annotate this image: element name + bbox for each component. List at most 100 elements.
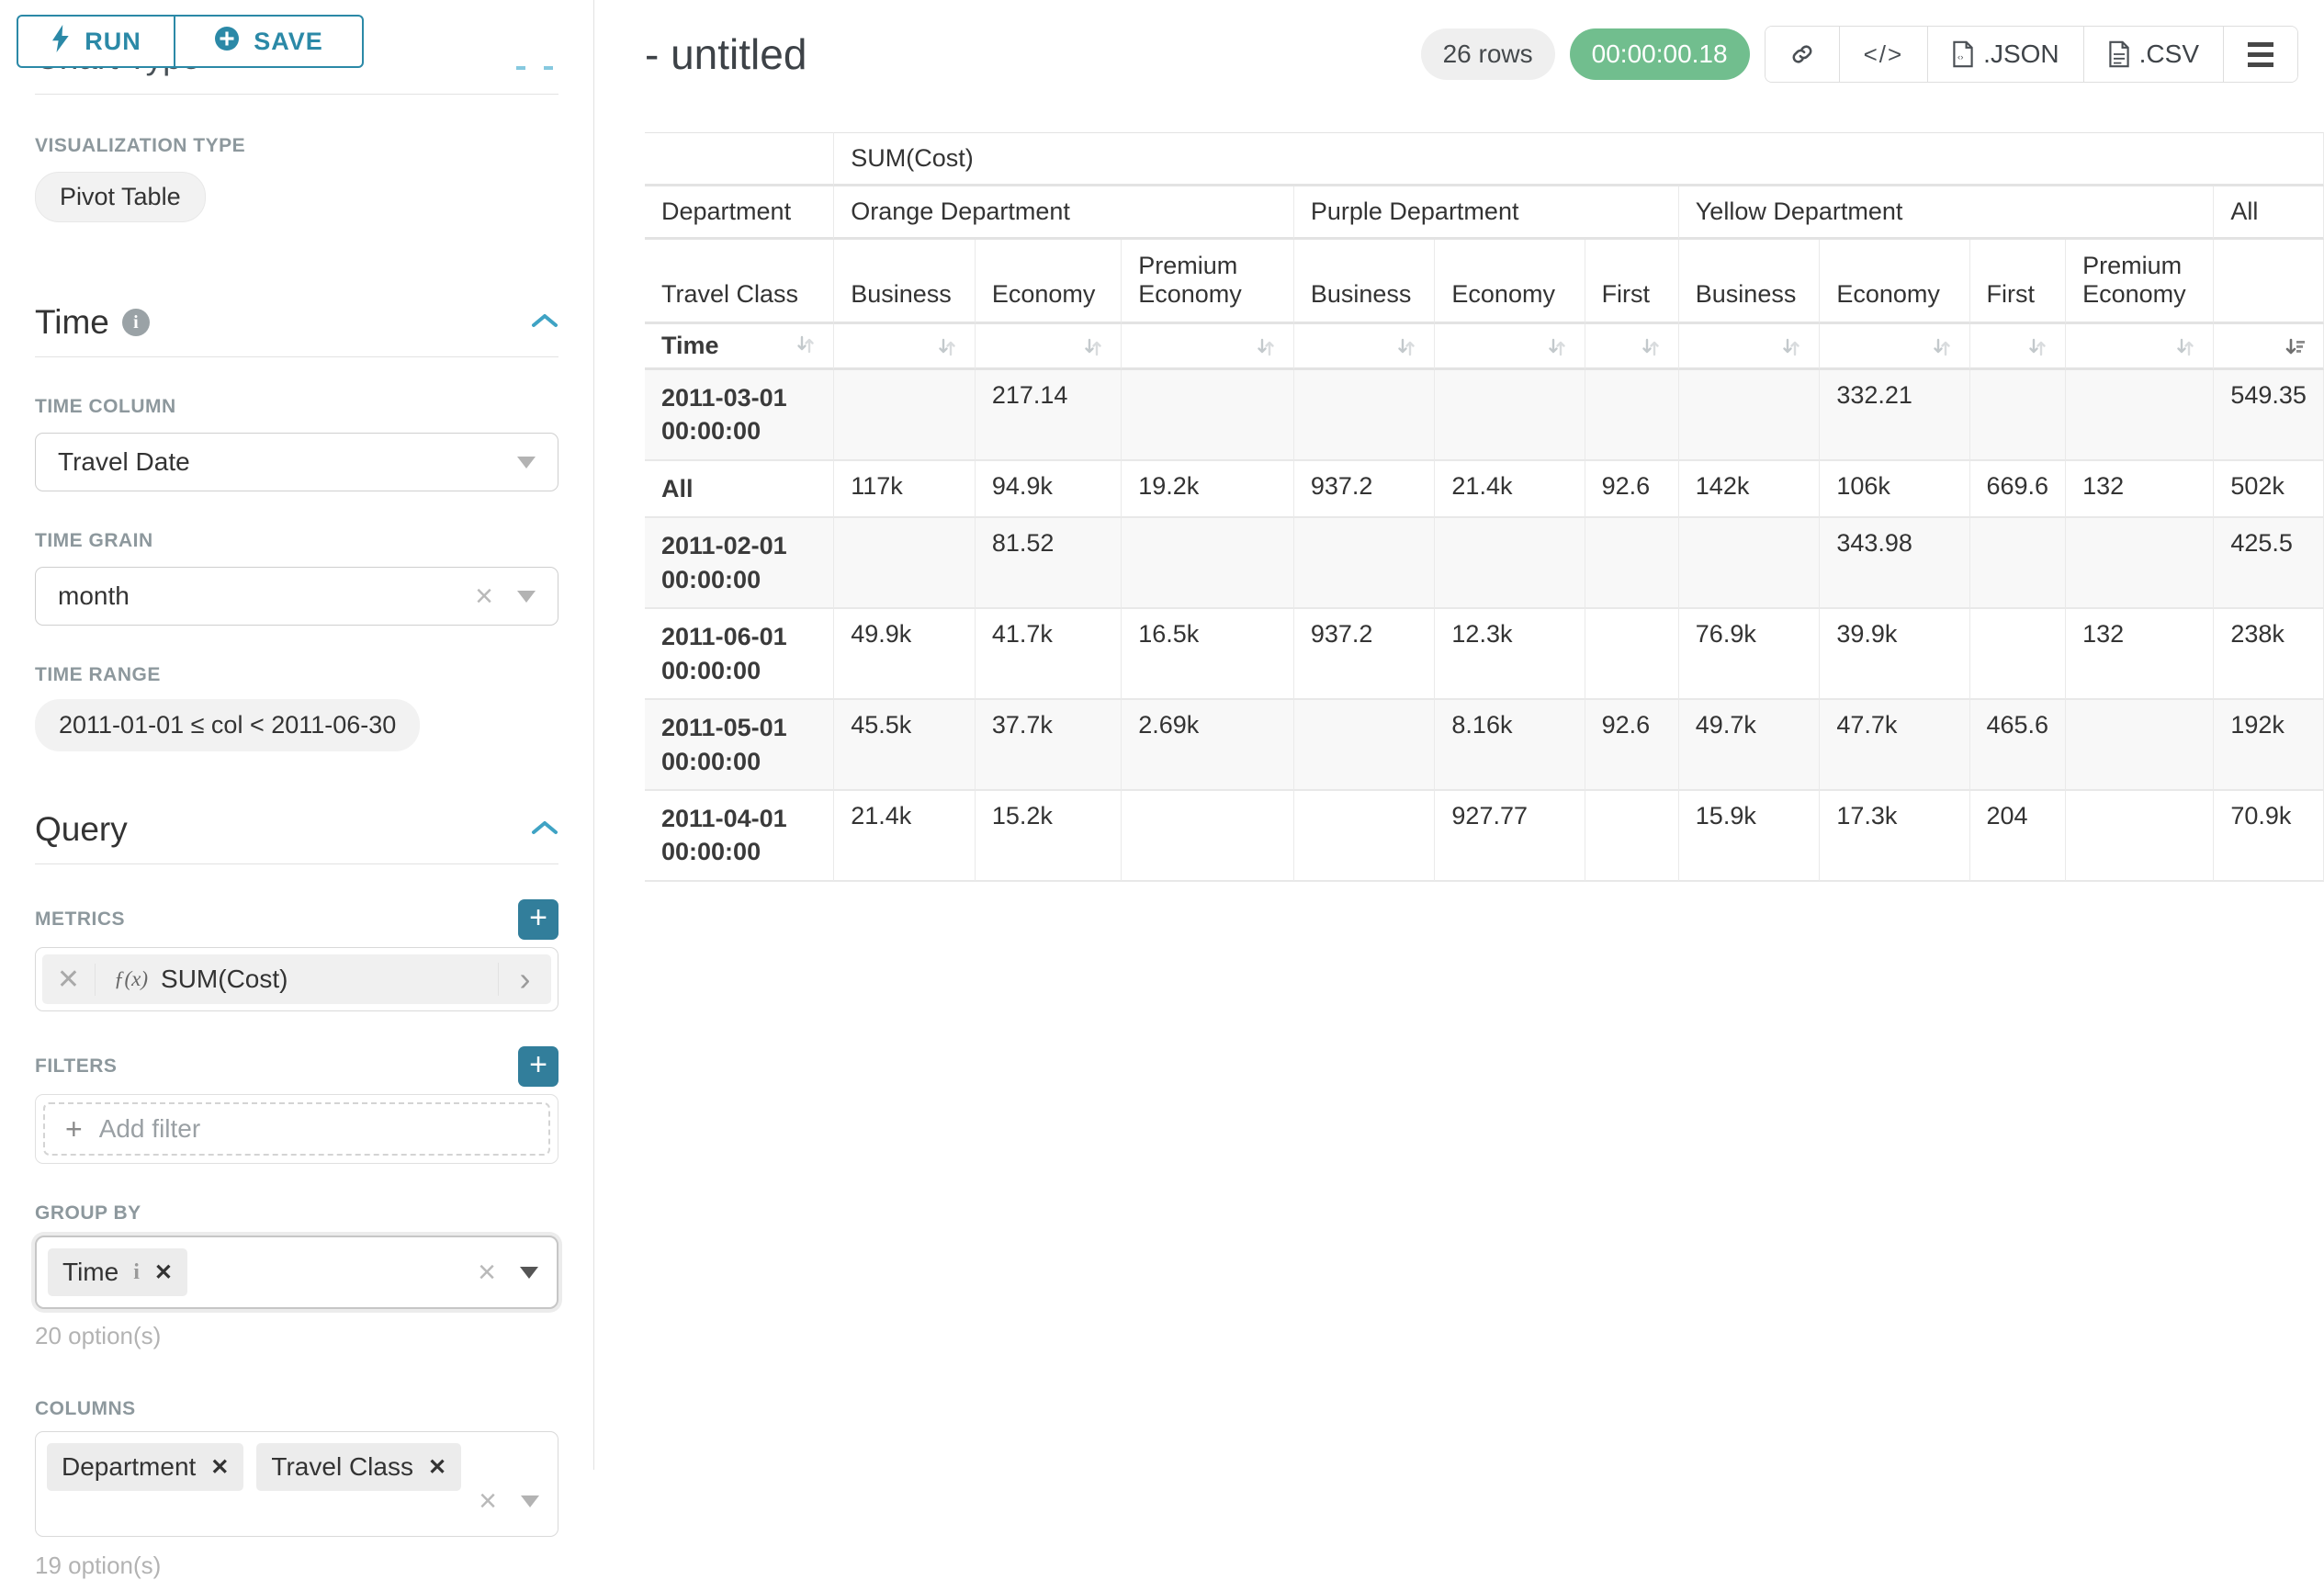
pivot-row-header: All	[645, 460, 835, 519]
metric-chip[interactable]: ✕ ƒ(x) SUM(Cost) ›	[42, 954, 551, 1004]
export-button-group: </> ‹› .JSON .CSV	[1764, 26, 2298, 83]
time-column-select[interactable]: Travel Date	[35, 433, 558, 491]
add-metric-button[interactable]: +	[518, 899, 558, 940]
chevron-up-icon[interactable]	[531, 312, 558, 333]
sort-icon[interactable]	[2026, 336, 2048, 358]
pivot-cell	[2066, 370, 2215, 461]
embed-code-button[interactable]: </>	[1838, 27, 1928, 82]
remove-chip-icon[interactable]: ✕	[210, 1454, 230, 1480]
pivot-row-header: 2011-02-01 00:00:00	[645, 518, 835, 610]
pivot-cell	[834, 370, 976, 461]
pivot-cell	[1293, 518, 1436, 610]
pivot-cell: 76.9k	[1678, 609, 1821, 701]
time-dim-header[interactable]: Time	[645, 324, 835, 370]
time-grain-select[interactable]: month ×	[35, 567, 558, 626]
sort-icon[interactable]	[1546, 336, 1568, 358]
sort-header-cell[interactable]	[2066, 324, 2215, 370]
columns-chip[interactable]: Department ✕	[47, 1443, 244, 1491]
pivot-cell	[2066, 790, 2215, 882]
remove-metric-icon[interactable]: ✕	[42, 963, 96, 996]
sort-header-cell[interactable]	[975, 324, 1123, 370]
sort-icon[interactable]	[936, 336, 958, 358]
chevron-down-icon[interactable]	[521, 1495, 539, 1507]
pivot-cell: 669.6	[1969, 460, 2067, 519]
clear-icon[interactable]: ×	[478, 1255, 496, 1290]
sort-header-cell[interactable]	[1122, 324, 1294, 370]
copy-link-button[interactable]	[1765, 27, 1839, 82]
columns-label: COLUMNS	[35, 1398, 136, 1419]
pivot-row: 2011-04-01 00:00:00 21.4k 15.2k 927.77 15.9k…	[645, 790, 2324, 882]
pivot-cell: 106k	[1820, 460, 1970, 519]
sort-header-cell[interactable]	[1293, 324, 1436, 370]
sort-icon[interactable]	[1640, 336, 1662, 358]
export-json-button[interactable]: ‹› .JSON	[1927, 27, 2083, 82]
pivot-col-header: Economy	[1820, 240, 1970, 324]
sort-icon[interactable]	[1780, 336, 1802, 358]
pivot-cell: 39.9k	[1820, 609, 1970, 701]
pivot-row: 2011-06-01 00:00:00 49.9k 41.7k 16.5k 937.2 1…	[645, 609, 2324, 701]
svg-text:‹›: ‹›	[1957, 52, 1963, 62]
menu-button[interactable]	[2223, 27, 2297, 82]
group-by-options-note: 20 option(s)	[35, 1322, 162, 1349]
sort-desc-active-icon[interactable]	[2285, 336, 2307, 358]
sort-icon[interactable]	[1395, 336, 1417, 358]
pivot-cell	[1122, 790, 1294, 882]
sort-header-cell[interactable]	[1585, 324, 1679, 370]
json-file-icon: ‹›	[1953, 40, 1973, 68]
pivot-cell	[1678, 518, 1821, 610]
chart-type-collapse-hint	[516, 66, 553, 70]
pivot-cell: 465.6	[1969, 700, 2067, 791]
sort-icon[interactable]	[1082, 336, 1104, 358]
chevron-up-icon[interactable]	[531, 819, 558, 841]
pivot-cell: 937.2	[1293, 460, 1436, 519]
visualization-type-value[interactable]: Pivot Table	[35, 172, 206, 222]
sort-header-cell[interactable]	[834, 324, 976, 370]
sort-header-cell[interactable]	[1820, 324, 1970, 370]
columns-chip[interactable]: Travel Class ✕	[256, 1443, 462, 1491]
pivot-cell: 37.7k	[975, 700, 1123, 791]
sort-icon[interactable]	[2174, 336, 2196, 358]
sort-header-cell[interactable]	[2214, 324, 2324, 370]
pivot-cell	[1293, 370, 1436, 461]
pivot-cell: 8.16k	[1435, 700, 1585, 791]
sort-icon[interactable]	[1931, 336, 1953, 358]
pivot-cell	[1585, 609, 1679, 701]
clear-icon[interactable]: ×	[479, 1484, 497, 1518]
pivot-cell: 937.2	[1293, 609, 1436, 701]
filters-label: FILTERS	[35, 1055, 118, 1077]
pivot-cell	[1585, 790, 1679, 882]
pivot-cell: 41.7k	[975, 609, 1123, 701]
sort-icon[interactable]	[1255, 336, 1277, 358]
sort-header-cell[interactable]	[1969, 324, 2067, 370]
pivot-cell	[1969, 518, 2067, 610]
sort-header-cell[interactable]	[1435, 324, 1585, 370]
time-range-label: TIME RANGE	[35, 664, 161, 685]
time-grain-label: TIME GRAIN	[35, 530, 153, 551]
sort-header-cell[interactable]	[1678, 324, 1821, 370]
plus-circle-icon	[214, 26, 240, 58]
pivot-cell: 502k	[2214, 460, 2324, 519]
chevron-down-icon[interactable]	[520, 1266, 538, 1279]
chevron-right-icon[interactable]: ›	[498, 963, 551, 996]
pivot-cell	[1678, 370, 1821, 461]
group-by-label: GROUP BY	[35, 1202, 141, 1224]
export-csv-button[interactable]: .CSV	[2082, 27, 2223, 82]
group-by-select[interactable]: Time i ✕ ×	[35, 1236, 558, 1309]
run-button[interactable]: RUN	[17, 15, 175, 68]
add-filter-plus-button[interactable]: +	[518, 1046, 558, 1087]
pivot-col-header: Business	[834, 240, 976, 324]
group-by-chip[interactable]: Time i ✕	[48, 1248, 187, 1296]
save-button[interactable]: SAVE	[175, 15, 364, 68]
remove-chip-icon[interactable]: ✕	[427, 1454, 447, 1480]
pivot-cell: 192k	[2214, 700, 2324, 791]
columns-select[interactable]: Department ✕ Travel Class ✕ ×	[35, 1431, 558, 1537]
time-range-value[interactable]: 2011-01-01 ≤ col < 2011-06-30	[35, 699, 421, 751]
query-section-header: Query	[35, 810, 558, 849]
add-filter-button[interactable]: + Add filter	[43, 1102, 550, 1156]
clear-icon[interactable]: ×	[475, 579, 493, 614]
remove-chip-icon[interactable]: ✕	[153, 1259, 173, 1285]
chart-title[interactable]: - untitled	[645, 30, 807, 78]
sort-icon[interactable]	[795, 333, 817, 356]
pivot-cell	[1293, 790, 1436, 882]
pivot-cell	[1122, 518, 1294, 610]
